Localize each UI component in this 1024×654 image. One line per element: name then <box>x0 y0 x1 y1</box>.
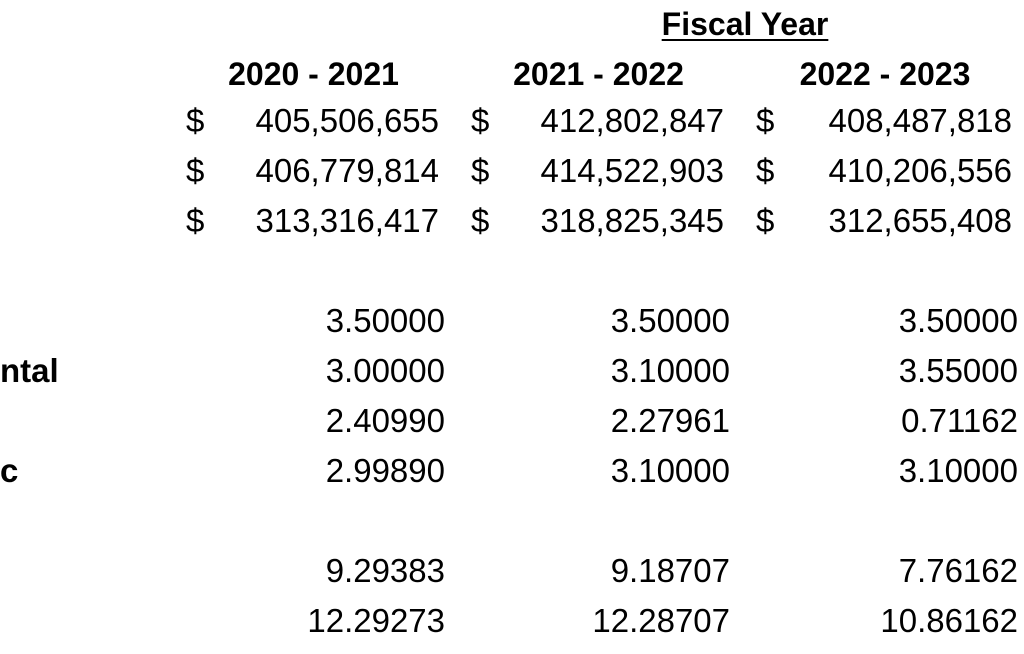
currency-cell: $ 406,779,814 <box>182 146 445 196</box>
cell-value: 9.29383 <box>325 552 445 589</box>
table-row-currency: $ 405,506,655 $ 412,802,847 $ 408,487,81… <box>0 96 1024 146</box>
dollar-sign: $ <box>471 102 490 139</box>
cell-value: 3.10000 <box>898 452 1018 489</box>
table-row-currency: $ 406,779,814 $ 414,522,903 $ 410,206,55… <box>0 146 1024 196</box>
cell-value: 10.86162 <box>880 602 1018 639</box>
table-row-rate: 2.40990 2.27961 0.71162 <box>0 396 1024 446</box>
cell-value: 12.29273 <box>307 602 445 639</box>
cell-value: 410,206,556 <box>828 152 1012 189</box>
cell-value: 2.40990 <box>325 402 445 439</box>
currency-cell: $ 312,655,408 <box>752 196 1018 246</box>
dollar-sign: $ <box>471 202 490 239</box>
cell-value: 318,825,345 <box>540 202 724 239</box>
currency-cell: $ 405,506,655 <box>182 96 445 146</box>
dollar-sign: $ <box>756 152 775 189</box>
dollar-sign: $ <box>471 152 490 189</box>
cell-value: 2.99890 <box>325 452 445 489</box>
cell-value: 312,655,408 <box>828 202 1012 239</box>
dollar-sign: $ <box>186 152 205 189</box>
cell-value: 7.76162 <box>898 552 1018 589</box>
currency-cell: $ 412,802,847 <box>467 96 730 146</box>
currency-cell: $ 318,825,345 <box>467 196 730 246</box>
cell-value: 408,487,818 <box>828 102 1012 139</box>
cell-value: 405,506,655 <box>255 102 439 139</box>
currency-cell: $ 414,522,903 <box>467 146 730 196</box>
cell-value: 2.27961 <box>610 402 730 439</box>
column-header-row: 2020 - 2021 2021 - 2022 2022 - 2023 <box>0 50 1024 98</box>
currency-cell: $ 313,316,417 <box>182 196 445 246</box>
cell-value: 412,802,847 <box>540 102 724 139</box>
cell-value: 3.10000 <box>610 352 730 389</box>
fiscal-year-title: Fiscal Year <box>600 0 890 48</box>
table-row-rate: ntal 3.00000 3.10000 3.55000 <box>0 346 1024 396</box>
currency-cell: $ 410,206,556 <box>752 146 1018 196</box>
cell-value: 313,316,417 <box>255 202 439 239</box>
cell-value: 3.55000 <box>898 352 1018 389</box>
dollar-sign: $ <box>186 202 205 239</box>
table-body: $ 405,506,655 $ 412,802,847 $ 408,487,81… <box>0 96 1024 646</box>
cell-value: 9.18707 <box>610 552 730 589</box>
cell-value: 3.50000 <box>325 302 445 339</box>
year-column-header-2020-2021: 2020 - 2021 <box>228 56 399 92</box>
cell-value: 3.00000 <box>325 352 445 389</box>
cell-value: 3.50000 <box>898 302 1018 339</box>
cell-value: 3.10000 <box>610 452 730 489</box>
cell-value: 12.28707 <box>592 602 730 639</box>
cell-value: 3.50000 <box>610 302 730 339</box>
table-row-rate: c 2.99890 3.10000 3.10000 <box>0 446 1024 496</box>
dollar-sign: $ <box>756 202 775 239</box>
cell-value: 414,522,903 <box>540 152 724 189</box>
row-label-fragment: ntal <box>0 352 59 389</box>
blank-row <box>0 246 1024 296</box>
table-row-total: 12.29273 12.28707 10.86162 <box>0 596 1024 646</box>
year-column-header-2022-2023: 2022 - 2023 <box>799 56 971 92</box>
cell-value: 0.71162 <box>901 402 1018 439</box>
row-label-fragment: c <box>0 452 19 489</box>
year-column-header-2021-2022: 2021 - 2022 <box>513 56 684 92</box>
dollar-sign: $ <box>756 102 775 139</box>
table-row-rate: 3.50000 3.50000 3.50000 <box>0 296 1024 346</box>
table-row-total: 9.29383 9.18707 7.76162 <box>0 546 1024 596</box>
table-row-currency: $ 313,316,417 $ 318,825,345 $ 312,655,40… <box>0 196 1024 246</box>
blank-row <box>0 496 1024 546</box>
currency-cell: $ 408,487,818 <box>752 96 1018 146</box>
fiscal-year-title-text: Fiscal Year <box>661 6 829 42</box>
cell-value: 406,779,814 <box>255 152 439 189</box>
dollar-sign: $ <box>186 102 205 139</box>
